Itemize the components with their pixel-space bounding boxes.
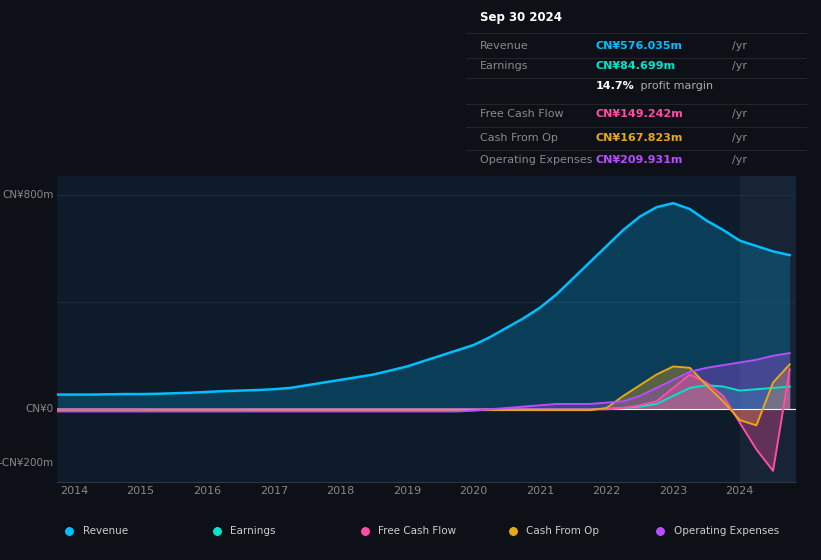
Text: /yr: /yr xyxy=(732,109,747,119)
Text: Cash From Op: Cash From Op xyxy=(526,526,599,535)
Text: Operating Expenses: Operating Expenses xyxy=(480,155,592,165)
Text: /yr: /yr xyxy=(732,133,747,143)
Text: /yr: /yr xyxy=(732,41,747,51)
Text: -CN¥200m: -CN¥200m xyxy=(0,458,53,468)
Text: profit margin: profit margin xyxy=(637,81,713,91)
Text: Free Cash Flow: Free Cash Flow xyxy=(480,109,563,119)
Text: Free Cash Flow: Free Cash Flow xyxy=(378,526,456,535)
Text: CN¥149.242m: CN¥149.242m xyxy=(596,109,684,119)
Text: Cash From Op: Cash From Op xyxy=(480,133,557,143)
Text: 14.7%: 14.7% xyxy=(596,81,635,91)
Text: /yr: /yr xyxy=(732,61,747,71)
Text: Earnings: Earnings xyxy=(231,526,276,535)
Text: CN¥209.931m: CN¥209.931m xyxy=(596,155,683,165)
Text: CN¥576.035m: CN¥576.035m xyxy=(596,41,683,51)
Text: CN¥167.823m: CN¥167.823m xyxy=(596,133,683,143)
Bar xyxy=(740,176,796,482)
Text: Sep 30 2024: Sep 30 2024 xyxy=(480,11,562,25)
Text: Revenue: Revenue xyxy=(83,526,128,535)
Text: Earnings: Earnings xyxy=(480,61,529,71)
Text: CN¥0: CN¥0 xyxy=(25,404,53,414)
Text: Operating Expenses: Operating Expenses xyxy=(674,526,779,535)
Text: Revenue: Revenue xyxy=(480,41,529,51)
Text: /yr: /yr xyxy=(732,155,747,165)
Text: CN¥800m: CN¥800m xyxy=(2,190,53,200)
Text: CN¥84.699m: CN¥84.699m xyxy=(596,61,676,71)
